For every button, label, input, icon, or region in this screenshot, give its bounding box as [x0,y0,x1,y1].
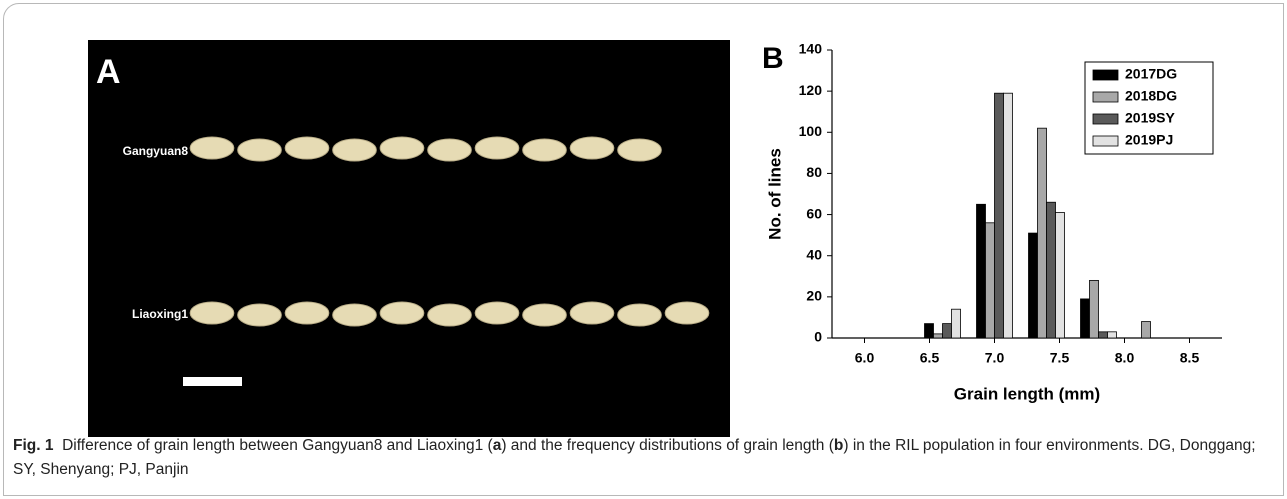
grain [617,138,662,162]
bar [924,323,934,339]
grain-label: Liaoxing1 [132,307,188,321]
caption-text: Difference of grain length between Gangy… [62,437,493,454]
grain [332,138,377,162]
caption-text: ) and the frequency distributions of gra… [501,437,834,454]
grain [284,301,330,325]
x-tick-label: 6.5 [920,350,940,366]
legend-label: 2017DG [1125,66,1177,82]
grain [379,301,425,325]
grain [569,136,615,160]
bar [942,323,952,339]
bar [1080,298,1090,339]
bar [1003,92,1013,339]
y-tick-label: 120 [799,82,823,98]
x-tick-label: 8.0 [1115,350,1135,366]
bar [933,333,943,339]
bar [1046,201,1056,339]
grains [189,136,710,327]
legend-label: 2019PJ [1125,132,1173,148]
legend-swatch [1092,91,1119,103]
grain [522,303,567,327]
grain [569,301,615,325]
bar [994,92,1004,339]
bar [1089,279,1099,339]
bar [1107,331,1117,339]
legend-swatch [1092,135,1119,147]
scale-bar [183,377,242,386]
bar [1055,212,1065,339]
grain [664,301,710,325]
y-tick-label: 140 [799,41,823,57]
caption-text: a [492,437,502,454]
bar [1028,232,1038,339]
panel-label: B [762,42,784,75]
grain [427,138,472,162]
bar [1037,127,1047,339]
y-tick-label: 60 [806,205,822,221]
figure-frame [3,3,1284,496]
x-axis-title: Grain length (mm) [954,384,1100,403]
grain-label: Gangyuan8 [123,144,189,158]
grain [617,303,662,327]
grain [474,301,520,325]
grain [284,136,330,160]
bar [1141,321,1151,339]
caption: Fig. 1 Difference of grain length betwee… [13,434,1275,482]
legend-swatch [1092,69,1119,81]
bar [1098,331,1108,339]
grain [474,136,520,160]
caption-label: Fig. 1 [13,437,54,454]
y-axis-title: No. of lines [765,148,784,240]
y-tick-label: 20 [806,288,822,304]
photo-panel [88,40,730,437]
grain [237,138,282,162]
figure: A Gangyuan8 Liaoxing1 B Grain length (mm… [88,40,1222,437]
y-tick-label: 80 [806,164,822,180]
y-tick-label: 100 [799,123,823,139]
legend-swatch [1092,113,1119,125]
x-tick-label: 7.5 [1050,350,1070,366]
grain [237,303,282,327]
bar [976,203,986,339]
legend-label: 2019SY [1125,110,1175,126]
grain [332,303,377,327]
x-tick-label: 8.5 [1180,350,1200,366]
bar [951,308,961,339]
grain [189,301,235,325]
y-tick-label: 0 [814,329,822,345]
caption-text: ) in the RIL population in four environm… [13,437,1256,478]
legend-label: 2018DG [1125,88,1177,104]
grain [189,136,235,160]
caption-text: b [833,437,844,454]
grain [427,303,472,327]
grain [522,138,567,162]
panel-label: A [96,53,121,91]
bar [985,222,995,339]
grain [379,136,425,160]
x-tick-label: 7.0 [985,350,1005,366]
y-tick-label: 40 [806,246,822,262]
x-tick-label: 6.0 [855,350,875,366]
